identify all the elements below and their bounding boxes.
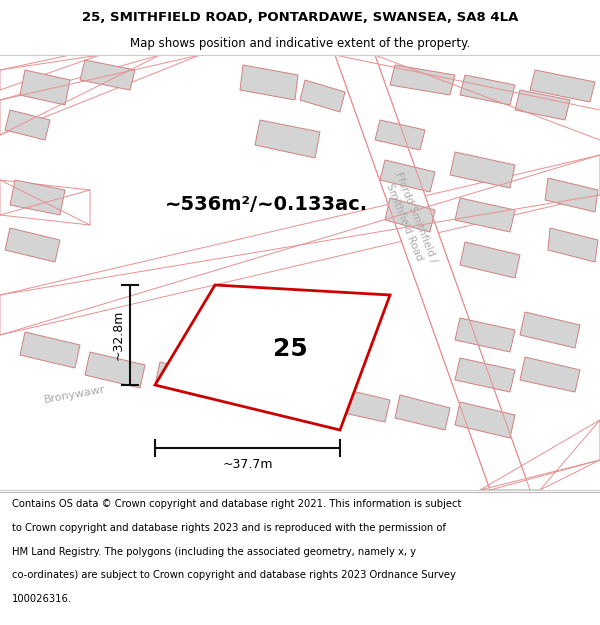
Text: co-ordinates) are subject to Crown copyright and database rights 2023 Ordnance S: co-ordinates) are subject to Crown copyr… <box>12 571 456 581</box>
Polygon shape <box>385 198 435 232</box>
Polygon shape <box>335 55 530 490</box>
Polygon shape <box>460 242 520 278</box>
Polygon shape <box>20 70 70 105</box>
Polygon shape <box>0 155 600 335</box>
Polygon shape <box>330 387 390 422</box>
Polygon shape <box>395 395 450 430</box>
Polygon shape <box>480 420 600 490</box>
Polygon shape <box>240 65 298 100</box>
Text: Bronywawr: Bronywawr <box>259 304 322 326</box>
Polygon shape <box>10 180 65 215</box>
Polygon shape <box>548 228 598 262</box>
Polygon shape <box>5 228 60 262</box>
Polygon shape <box>20 332 80 368</box>
Text: Ffordd Smithfield /
Smithfield Road: Ffordd Smithfield / Smithfield Road <box>382 171 438 269</box>
Polygon shape <box>515 90 570 120</box>
Polygon shape <box>545 178 598 212</box>
Text: ~37.7m: ~37.7m <box>222 458 273 471</box>
Text: 100026316.: 100026316. <box>12 594 72 604</box>
Polygon shape <box>455 358 515 392</box>
Text: to Crown copyright and database rights 2023 and is reproduced with the permissio: to Crown copyright and database rights 2… <box>12 523 446 533</box>
Text: 25: 25 <box>272 337 307 361</box>
Text: Map shows position and indicative extent of the property.: Map shows position and indicative extent… <box>130 38 470 51</box>
Text: Contains OS data © Crown copyright and database right 2021. This information is : Contains OS data © Crown copyright and d… <box>12 499 461 509</box>
Polygon shape <box>155 285 390 430</box>
Polygon shape <box>455 402 515 438</box>
Polygon shape <box>85 352 145 388</box>
Text: ~536m²/~0.133ac.: ~536m²/~0.133ac. <box>165 196 368 214</box>
Polygon shape <box>460 75 515 105</box>
Polygon shape <box>0 55 100 90</box>
Polygon shape <box>530 70 595 102</box>
Polygon shape <box>5 110 50 140</box>
Polygon shape <box>255 120 320 158</box>
Polygon shape <box>390 65 455 95</box>
Polygon shape <box>520 312 580 348</box>
Polygon shape <box>450 152 515 188</box>
Polygon shape <box>0 55 200 135</box>
Text: ~32.8m: ~32.8m <box>112 310 125 360</box>
Polygon shape <box>0 180 90 225</box>
Polygon shape <box>155 362 210 398</box>
Polygon shape <box>300 80 345 112</box>
Polygon shape <box>375 120 425 150</box>
Text: Bronywawr: Bronywawr <box>43 384 107 406</box>
Polygon shape <box>220 373 280 408</box>
Text: HM Land Registry. The polygons (including the associated geometry, namely x, y: HM Land Registry. The polygons (includin… <box>12 547 416 557</box>
Polygon shape <box>455 198 515 232</box>
Polygon shape <box>520 357 580 392</box>
Polygon shape <box>455 318 515 352</box>
Polygon shape <box>380 160 435 192</box>
Polygon shape <box>80 60 135 90</box>
Text: 25, SMITHFIELD ROAD, PONTARDAWE, SWANSEA, SA8 4LA: 25, SMITHFIELD ROAD, PONTARDAWE, SWANSEA… <box>82 11 518 24</box>
